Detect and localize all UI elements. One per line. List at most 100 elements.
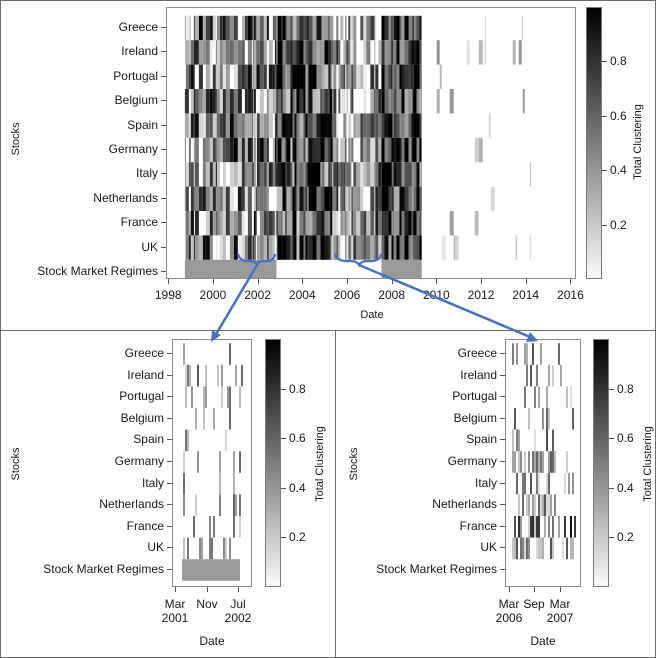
row-label: Greece xyxy=(118,20,158,34)
y-tick xyxy=(500,417,505,419)
colorbar-tick-label: 0.2 xyxy=(610,217,627,232)
right-heatmap xyxy=(505,339,581,587)
y-tick xyxy=(167,439,172,441)
x-tick-label: Sep xyxy=(523,597,545,611)
x-tick xyxy=(346,279,348,284)
y-tick xyxy=(167,525,172,527)
row-label: Spain xyxy=(466,432,497,447)
y-tick xyxy=(500,569,505,570)
x-tick xyxy=(302,279,304,284)
colorbar-tick-label: 0.2 xyxy=(617,530,634,545)
x-tick-label: Jul xyxy=(230,597,246,611)
x-tick xyxy=(238,587,239,592)
left-x-axis-title: Date xyxy=(199,634,225,648)
x-tick-label: Mar xyxy=(498,597,520,611)
x-tick xyxy=(560,587,561,592)
x-tick-label: 2012 xyxy=(467,288,495,302)
row-label: Italy xyxy=(141,475,164,490)
y-tick xyxy=(500,482,505,484)
x-tick xyxy=(525,279,527,284)
x-tick-label: 2014 xyxy=(512,288,540,302)
right-x-axis-title: Date xyxy=(530,634,556,648)
x-tick xyxy=(257,279,259,284)
row-label: Netherlands xyxy=(432,497,497,512)
row-label: Portugal xyxy=(119,389,164,404)
left-colorbar-title: Total Clustering xyxy=(314,426,326,502)
y-tick xyxy=(167,482,172,484)
row-label: UK xyxy=(141,239,158,254)
y-tick xyxy=(161,124,166,126)
y-tick xyxy=(500,396,505,398)
row-label: Ireland xyxy=(460,367,497,382)
x-tick-year: 2002 xyxy=(224,611,252,625)
y-tick xyxy=(167,417,172,419)
x-tick-label: 2006 xyxy=(333,288,361,302)
x-tick xyxy=(391,279,393,284)
x-tick-year: 2006 xyxy=(495,611,523,625)
row-label: Ireland xyxy=(121,44,158,59)
colorbar-tick-label: 0.2 xyxy=(289,530,306,545)
row-label: Germany xyxy=(114,454,164,468)
row-label: France xyxy=(120,215,158,230)
x-tick-label: Mar xyxy=(549,597,571,611)
left-zoom-panel: Stocks Greece Ireland Portugal Belgium Spain… xyxy=(0,330,336,658)
colorbar-tick-label: 0.6 xyxy=(617,431,634,446)
y-tick xyxy=(500,525,505,527)
y-tick xyxy=(167,504,172,506)
right-colorbar-title: Total Clustering xyxy=(642,426,654,502)
x-tick xyxy=(212,279,214,284)
row-label: Belgium xyxy=(120,410,164,425)
y-tick xyxy=(500,547,505,549)
right-colorbar xyxy=(593,339,609,587)
y-tick xyxy=(500,374,505,376)
colorbar-tick xyxy=(609,537,614,539)
row-label: Germany xyxy=(447,454,497,468)
main-colorbar-title: Total Clustering xyxy=(632,104,644,180)
main-heatmap-panel: Stocks Greece Ireland Portugal Belgium Spain… xyxy=(10,7,644,321)
x-tick-label: 2008 xyxy=(378,288,405,302)
colorbar-tick xyxy=(609,438,614,440)
row-label: France xyxy=(126,518,164,533)
y-tick xyxy=(167,396,172,398)
y-tick xyxy=(500,353,505,354)
x-tick xyxy=(207,587,208,592)
y-tick xyxy=(167,547,172,549)
colorbar-tick-label: 0.4 xyxy=(617,480,634,495)
row-label: Portugal xyxy=(113,68,158,83)
colorbar-tick xyxy=(602,224,607,226)
row-label: Greece xyxy=(457,346,497,360)
main-heatmap xyxy=(166,7,576,279)
row-label: Germany xyxy=(108,142,158,156)
colorbar-tick-label: 0.8 xyxy=(610,54,627,69)
row-label: France xyxy=(459,518,497,533)
y-tick xyxy=(167,374,172,376)
y-tick xyxy=(161,222,166,224)
x-tick-label: Nov xyxy=(196,597,218,611)
y-tick xyxy=(161,75,166,77)
y-tick xyxy=(167,461,172,462)
right-zoom-panel: Stocks Greece Ireland Portugal Belgium Spain… xyxy=(335,330,656,658)
y-tick xyxy=(167,353,172,354)
row-label: Italy xyxy=(474,475,497,490)
y-tick xyxy=(167,569,172,570)
row-label: Spain xyxy=(133,432,164,447)
x-tick xyxy=(509,587,510,592)
row-label: UK xyxy=(480,540,497,555)
colorbar-tick-label: 0.8 xyxy=(617,381,634,396)
x-tick-label: 2004 xyxy=(288,288,316,302)
y-tick xyxy=(161,246,166,248)
colorbar-tick-label: 0.8 xyxy=(289,381,306,396)
y-tick xyxy=(161,173,166,175)
colorbar-tick-label: 0.4 xyxy=(610,163,627,178)
y-tick xyxy=(161,51,166,53)
left-heatmap xyxy=(172,339,252,587)
x-tick xyxy=(570,279,572,284)
row-label: Stock Market Regimes xyxy=(376,562,497,576)
x-tick-label: 2016 xyxy=(557,288,584,302)
colorbar-tick xyxy=(602,170,607,172)
x-tick xyxy=(175,587,176,592)
left-heatmap-cells xyxy=(182,343,243,581)
row-label: Stock Market Regimes xyxy=(43,562,164,576)
colorbar-tick xyxy=(281,537,286,539)
row-label: Spain xyxy=(127,117,158,132)
